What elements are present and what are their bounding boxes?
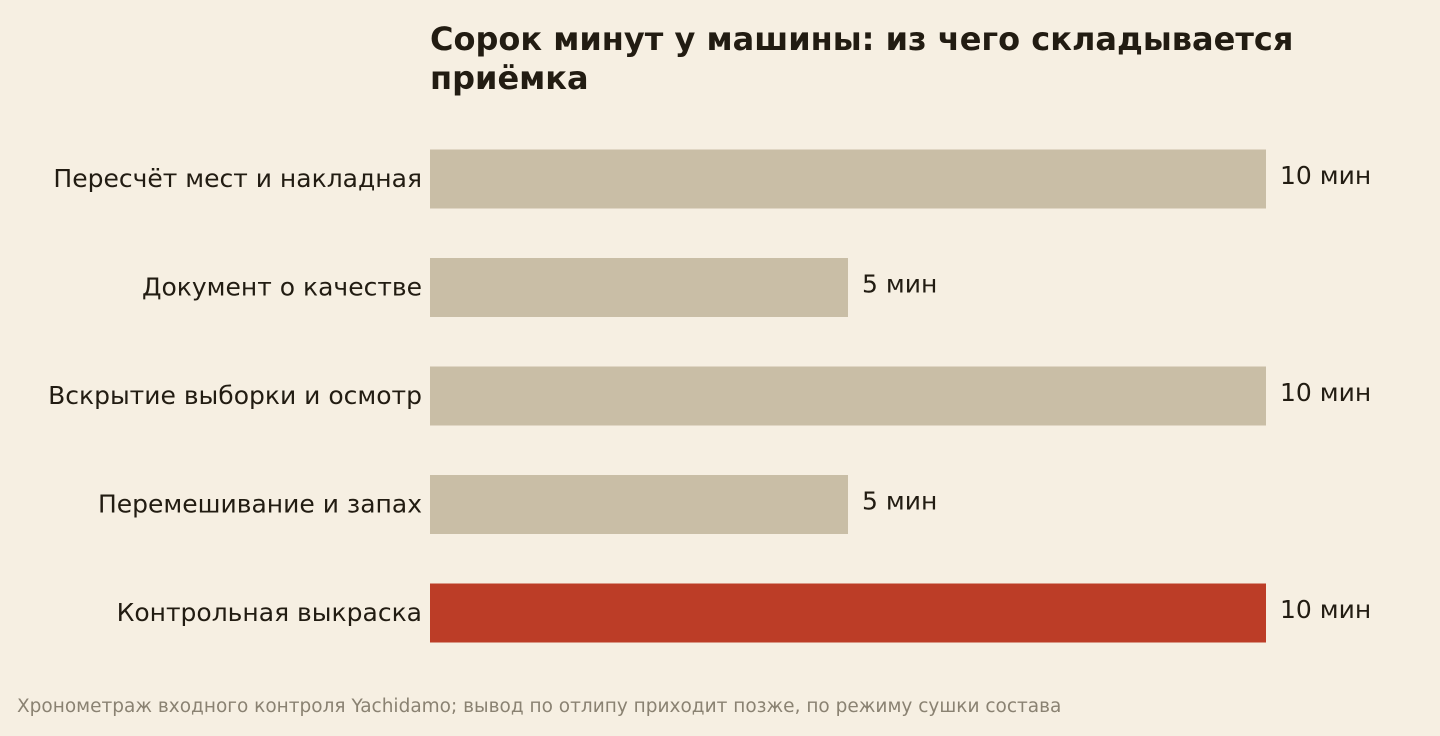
bar <box>430 366 1266 426</box>
bar-group: Пересчёт мест и накладная 10 мин <box>53 149 1371 209</box>
category-label: Контрольная выкраска <box>117 598 422 627</box>
value-label: 5 мин <box>862 270 937 299</box>
value-label: 10 мин <box>1280 161 1371 190</box>
category-label: Документ о качестве <box>142 273 422 302</box>
category-label: Перемешивание и запах <box>98 490 422 519</box>
bar <box>430 475 848 534</box>
value-label: 10 мин <box>1280 595 1371 624</box>
chart-title: Сорок минут у машины: из чего складывает… <box>430 20 1294 97</box>
value-label: 5 мин <box>862 487 937 516</box>
bar-group: Перемешивание и запах 5 мин <box>98 475 937 534</box>
category-label: Вскрытие выборки и осмотр <box>48 381 422 410</box>
value-label: 10 мин <box>1280 378 1371 407</box>
bar-group: Вскрытие выборки и осмотр 10 мин <box>48 366 1371 426</box>
bar-highlighted <box>430 583 1266 643</box>
category-label: Пересчёт мест и накладная <box>53 164 422 193</box>
bar-group: Контрольная выкраска 10 мин <box>117 583 1371 643</box>
chart-footnote: Хронометраж входного контроля Yachidamo;… <box>17 696 1062 717</box>
bar <box>430 149 1266 209</box>
bar-group: Документ о качестве 5 мин <box>142 258 937 317</box>
bar <box>430 258 848 317</box>
